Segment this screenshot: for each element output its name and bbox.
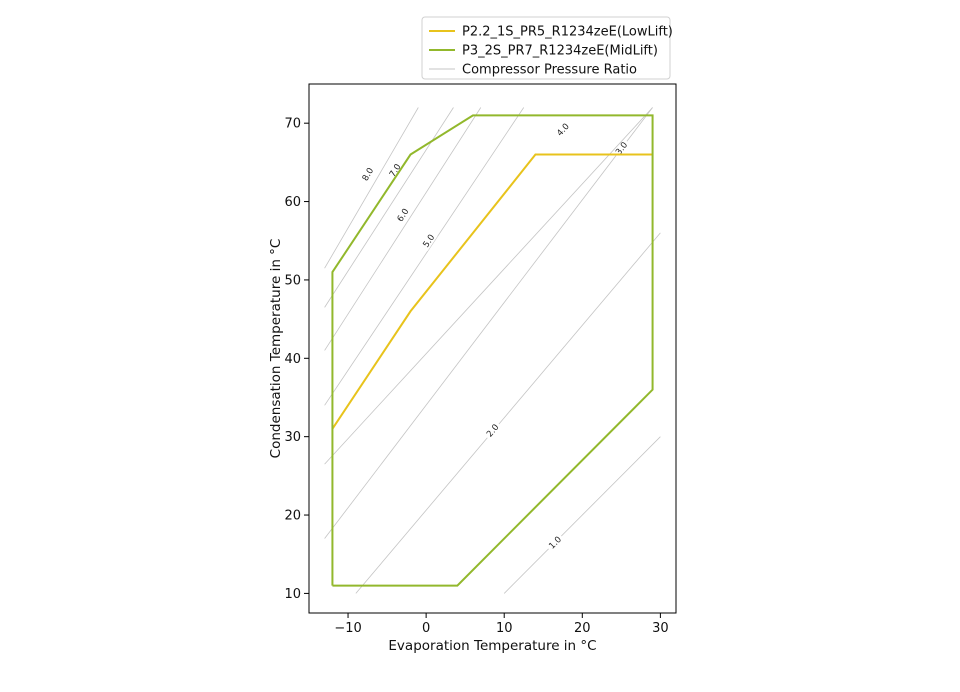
x-tick-label-10: 10	[496, 621, 513, 636]
y-tick-label-10: 10	[284, 587, 301, 602]
contour-label-bg-7.0	[385, 159, 404, 181]
contour-label-bg-3.0	[611, 138, 631, 159]
legend: P2.2_1S_PR5_R1234zeE(LowLift) P3_2S_PR7_…	[421, 16, 673, 80]
legend-label-lowlift: P2.2_1S_PR5_R1234zeE(LowLift)	[462, 25, 673, 40]
plot-frame	[308, 83, 677, 614]
contour-label-bg-8.0	[358, 163, 377, 185]
contour-layer: 1.02.03.04.05.06.07.08.0	[324, 107, 661, 594]
contour-label-bg-1.0	[545, 532, 565, 553]
y-tick-label-20: 20	[284, 509, 301, 524]
contour-line-5.0	[324, 107, 525, 406]
series-line-1	[331, 114, 654, 587]
legend-label-pressure-ratio: Compressor Pressure Ratio	[462, 63, 637, 78]
contour-line-3.0	[324, 107, 653, 539]
contour-line-4.0	[324, 107, 653, 465]
x-tick-label-0: 0	[422, 621, 430, 636]
contour-line-2.0	[355, 232, 661, 594]
y-tick-label-70: 70	[284, 117, 301, 132]
y-tick-label-50: 50	[284, 273, 301, 288]
x-axis-label: Evaporation Temperature in °C	[388, 638, 596, 654]
contour-label-bg-5.0	[419, 230, 438, 252]
contour-label-bg-6.0	[393, 204, 412, 226]
x-tick-label-20: 20	[574, 621, 591, 636]
tick-layer: −10 0 10 20 30 10 20 30 40 50 60 70	[284, 117, 668, 636]
series-line-0	[331, 153, 653, 430]
contour-line-1.0	[503, 436, 661, 594]
contour-line-8.0	[324, 107, 419, 269]
y-tick-label-60: 60	[284, 195, 301, 210]
y-tick-label-30: 30	[284, 430, 301, 445]
y-axis-label: Condensation Temperature in °C	[268, 239, 284, 459]
contour-label-bg-4.0	[553, 119, 573, 140]
legend-box	[421, 16, 671, 80]
series-layer	[331, 114, 654, 587]
legend-label-midlift: P3_2S_PR7_R1234zeE(MidLift)	[462, 44, 658, 59]
y-tick-label-40: 40	[284, 352, 301, 367]
x-tick-label--10: −10	[334, 621, 361, 636]
contour-label-bg-2.0	[482, 420, 503, 441]
contour-line-6.0	[324, 107, 482, 351]
x-tick-label-30: 30	[652, 621, 669, 636]
contour-line-7.0	[324, 107, 454, 308]
